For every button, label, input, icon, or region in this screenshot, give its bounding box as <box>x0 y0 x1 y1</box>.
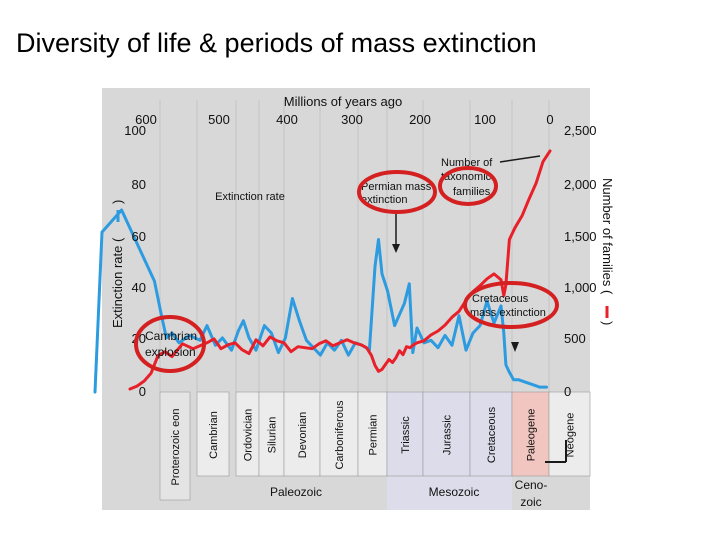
x-tick-label: 100 <box>474 112 496 127</box>
right-tick-label: 1,000 <box>564 280 597 295</box>
geologic-timescale: Proterozoic eon Cambrian Ordovician Siluria… <box>159 391 591 510</box>
period-box <box>511 391 550 477</box>
cretaceous-highlight-ring <box>463 281 559 329</box>
families-line <box>128 149 552 391</box>
period-box <box>422 391 471 477</box>
period-label: Carboniferous <box>334 400 346 470</box>
period-label: Proterozoic eon <box>170 408 182 485</box>
cretaceous-arrow-head <box>511 342 519 352</box>
x-tick-label: 600 <box>135 112 157 127</box>
right-tick-label: 1,500 <box>564 229 597 244</box>
left-axis-label-close: ) <box>110 200 125 204</box>
left-tick-label: 40 <box>132 280 146 295</box>
left-tick-label: 80 <box>132 177 146 192</box>
era-label: Paleozoic <box>270 485 322 499</box>
families-annotation-line3: families <box>453 186 491 198</box>
x-tick-label: 0 <box>546 112 553 127</box>
period-box <box>319 391 359 477</box>
x-tick-label: 300 <box>341 112 363 127</box>
left-tick-label: 100 <box>124 123 146 138</box>
period-box <box>469 391 513 477</box>
right-tick-label: 2,500 <box>564 123 597 138</box>
period-label: Permian <box>368 415 380 456</box>
right-axis-label: Number of families ( ) <box>600 178 615 325</box>
period-label: Triassic <box>400 416 412 454</box>
period-label: Devonian <box>297 412 309 458</box>
period-label: Paleogene <box>526 409 538 462</box>
permian-annotation-line2: extinction <box>361 194 407 206</box>
permian-arrow-head <box>392 244 400 253</box>
families-annotation-line2: taxonomic <box>441 171 492 183</box>
families-highlight-ring <box>438 166 498 206</box>
era-label: Mesozoic <box>429 485 480 499</box>
cretaceous-annotation-line1: Cretaceous <box>472 293 529 305</box>
left-axis-label: Extinction rate ( ) <box>110 200 125 328</box>
period-box <box>159 391 191 501</box>
left-tick-label: 60 <box>132 229 146 244</box>
extinction-rate-annotation: Extinction rate <box>215 191 285 203</box>
period-label: Ordovician <box>243 409 255 462</box>
period-box <box>196 391 230 477</box>
families-pointer-line <box>499 155 541 163</box>
x-tick-label: 500 <box>208 112 230 127</box>
right-tick-label: 500 <box>564 331 586 346</box>
series-layer <box>93 149 552 394</box>
period-label: Jurassic <box>442 414 454 455</box>
left-tick-label: 0 <box>139 384 146 399</box>
cambrian-highlight-ring <box>134 315 206 373</box>
chart-title: Millions of years ago <box>284 94 403 109</box>
slide-title: Diversity of life & periods of mass exti… <box>16 28 537 58</box>
cretaceous-annotation-line2: mass extinction <box>470 307 546 319</box>
period-box <box>283 391 321 477</box>
x-tick-label: 400 <box>276 112 298 127</box>
right-axis-label-close: ) <box>600 321 615 325</box>
period-box <box>357 391 388 477</box>
cambrian-annotation-line2: explosion <box>145 345 196 359</box>
period-label: Cambrian <box>208 411 220 459</box>
permian-highlight-ring <box>357 170 437 214</box>
period-box <box>386 391 424 477</box>
left-axis-label-text: Extinction rate ( <box>110 237 125 328</box>
x-tick-label: 200 <box>409 112 431 127</box>
period-label: Silurian <box>267 417 279 454</box>
permian-annotation-line1: Permian mass <box>361 181 432 193</box>
right-axis-label-text: Number of families ( <box>600 178 615 295</box>
era-label: Ceno- <box>515 478 548 492</box>
period-box <box>258 391 285 477</box>
right-tick-label: 0 <box>564 384 571 399</box>
period-label: Cretaceous <box>486 406 498 463</box>
cambrian-annotation-line1: Cambrian <box>145 329 197 343</box>
right-tick-label: 2,000 <box>564 177 597 192</box>
period-label: Neogene <box>565 413 577 458</box>
era-label: zoic <box>520 495 541 509</box>
families-annotation-line1: Number of <box>441 157 493 169</box>
